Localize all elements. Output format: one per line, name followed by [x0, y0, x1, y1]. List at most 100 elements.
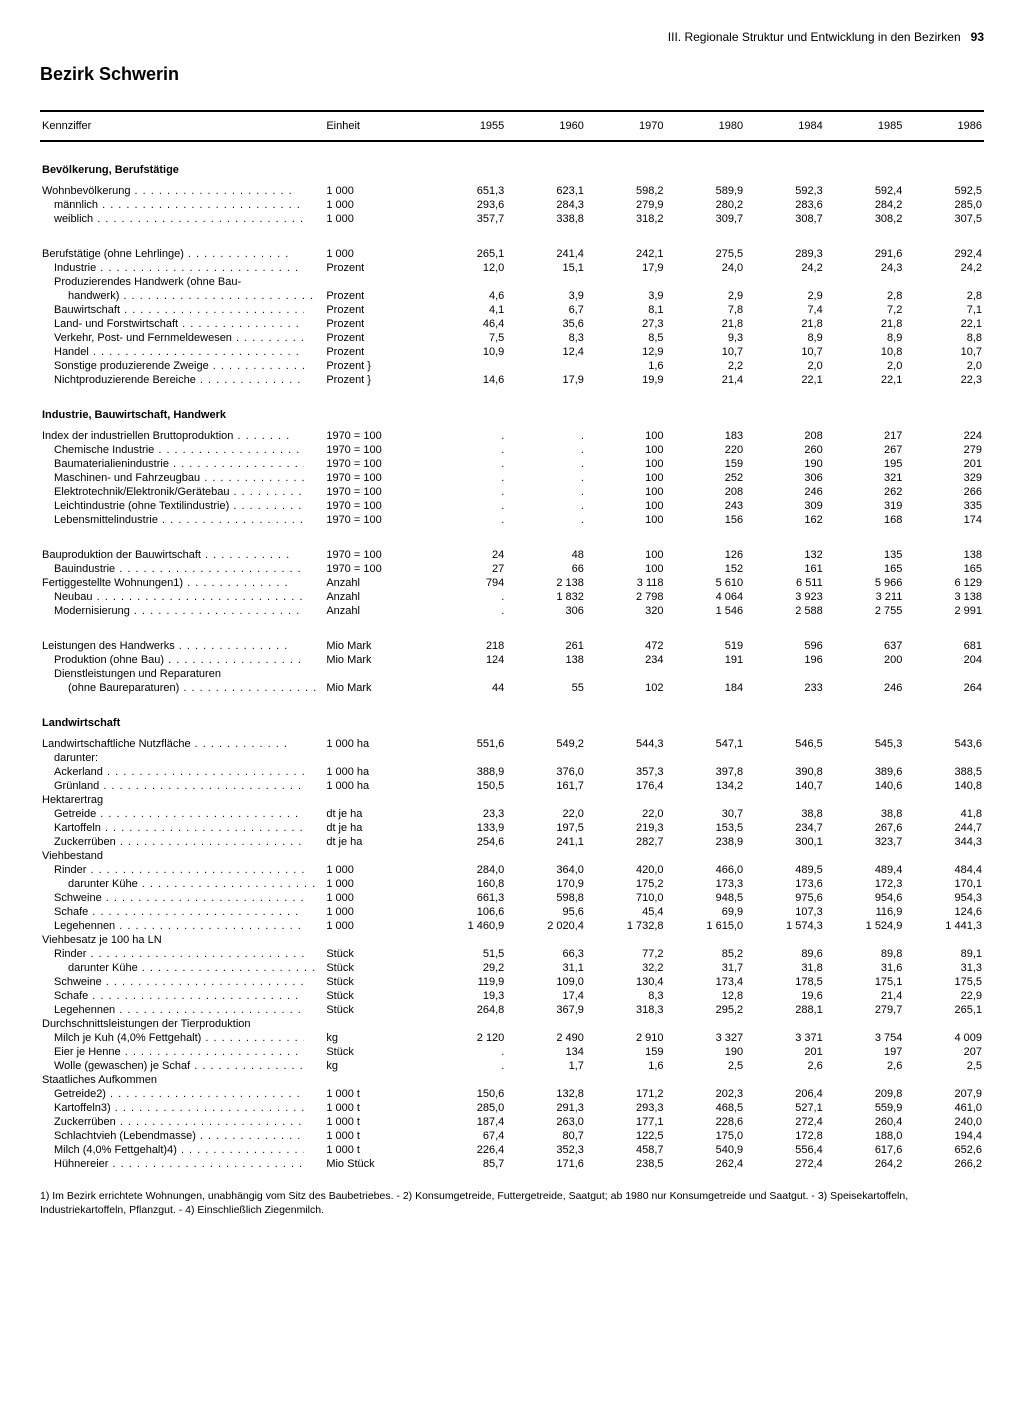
cell-value: 15,1: [506, 261, 586, 275]
cell-value: 17,9: [586, 261, 666, 275]
cell-value: 352,3: [506, 1143, 586, 1157]
row-label: Produktion (ohne Bau): [40, 653, 306, 667]
cell-value: [666, 849, 746, 863]
cell-value: 306: [745, 471, 825, 485]
row-unit: dt je ha: [324, 821, 426, 835]
cell-value: 592,4: [825, 184, 905, 198]
table-row: Dienstleistungen und Reparaturen: [40, 667, 984, 681]
row-label: Getreide: [40, 807, 306, 821]
row-unit: Mio Mark: [324, 639, 426, 653]
cell-value: 461,0: [904, 1101, 984, 1115]
row-unit: [324, 793, 426, 807]
cell-value: [427, 359, 507, 373]
table-row: darunter Kühe1 000160,8170,9175,2173,317…: [40, 877, 984, 891]
table-row: Bauindustrie1970 = 100276610015216116516…: [40, 562, 984, 576]
cell-value: 376,0: [506, 765, 586, 779]
cell-value: 66: [506, 562, 586, 576]
row-unit: Prozent }: [324, 373, 426, 387]
row-label: Maschinen- und Fahrzeugbau: [40, 471, 306, 485]
cell-value: 264: [904, 681, 984, 695]
cell-value: 173,4: [666, 975, 746, 989]
cell-value: 175,5: [904, 975, 984, 989]
table-row: Berufstätige (ohne Lehrlinge)1 000265,12…: [40, 247, 984, 261]
cell-value: 12,9: [586, 345, 666, 359]
row-unit: 1 000: [324, 877, 426, 891]
cell-value: [904, 793, 984, 807]
cell-value: 300,1: [745, 835, 825, 849]
cell-value: 27,3: [586, 317, 666, 331]
cell-value: 329: [904, 471, 984, 485]
cell-value: 519: [666, 639, 746, 653]
cell-value: 172,3: [825, 877, 905, 891]
table-row: ModernisierungAnzahl.3063201 5462 5882 7…: [40, 604, 984, 618]
cell-value: 140,7: [745, 779, 825, 793]
row-unit: [324, 275, 426, 289]
cell-value: 241,1: [506, 835, 586, 849]
cell-value: 10,7: [666, 345, 746, 359]
cell-value: [904, 1017, 984, 1031]
cell-value: 272,4: [745, 1157, 825, 1171]
table-row: Leistungen des HandwerksMio Mark21826147…: [40, 639, 984, 653]
cell-value: 3,9: [506, 289, 586, 303]
cell-value: 357,3: [586, 765, 666, 779]
cell-value: 6 129: [904, 576, 984, 590]
row-label: Rinder: [40, 947, 306, 961]
cell-value: 207,9: [904, 1087, 984, 1101]
cell-value: 307,5: [904, 212, 984, 226]
cell-value: 204: [904, 653, 984, 667]
row-label: Staatliches Aufkommen: [40, 1073, 324, 1087]
cell-value: 3 371: [745, 1031, 825, 1045]
row-unit: [324, 849, 426, 863]
cell-value: 196: [745, 653, 825, 667]
cell-value: [506, 849, 586, 863]
cell-value: [506, 359, 586, 373]
table-row: Schlachtvieh (Lebendmasse)1 000 t67,480,…: [40, 1129, 984, 1143]
row-unit: 1 000: [324, 184, 426, 198]
cell-value: 22,9: [904, 989, 984, 1003]
row-unit: Mio Stück: [324, 1157, 426, 1171]
cell-value: 306: [506, 604, 586, 618]
table-row: darunter KüheStück29,231,132,231,731,831…: [40, 961, 984, 975]
row-label: darunter Kühe: [40, 961, 320, 975]
cell-value: 197: [825, 1045, 905, 1059]
row-unit: 1 000 ha: [324, 765, 426, 779]
cell-value: 308,7: [745, 212, 825, 226]
cell-value: .: [427, 499, 507, 513]
cell-value: 174: [904, 513, 984, 527]
row-unit: 1970 = 100: [324, 429, 426, 443]
cell-value: 207: [904, 1045, 984, 1059]
cell-value: [745, 849, 825, 863]
cell-value: 2 910: [586, 1031, 666, 1045]
cell-value: 323,7: [825, 835, 905, 849]
row-unit: Mio Mark: [324, 653, 426, 667]
cell-value: 234: [586, 653, 666, 667]
cell-value: 152: [666, 562, 746, 576]
row-unit: 1 000: [324, 247, 426, 261]
cell-value: 2,6: [825, 1059, 905, 1073]
table-row: Kartoffelndt je ha133,9197,5219,3153,523…: [40, 821, 984, 835]
row-unit: [324, 1017, 426, 1031]
cell-value: 80,7: [506, 1129, 586, 1143]
cell-value: 46,4: [427, 317, 507, 331]
table-row: Milch je Kuh (4,0% Fettgehalt)kg2 1202 4…: [40, 1031, 984, 1045]
cell-value: [745, 793, 825, 807]
cell-value: 22,0: [506, 807, 586, 821]
cell-value: 134: [506, 1045, 586, 1059]
table-row: Bauproduktion der Bauwirtschaft1970 = 10…: [40, 548, 984, 562]
cell-value: 3 754: [825, 1031, 905, 1045]
cell-value: 4,1: [427, 303, 507, 317]
cell-value: 233: [745, 681, 825, 695]
cell-value: 284,0: [427, 863, 507, 877]
col-year: 1985: [825, 111, 905, 141]
row-unit: 1970 = 100: [324, 443, 426, 457]
table-row: Chemische Industrie1970 = 100..100220260…: [40, 443, 984, 457]
section-title: Industrie, Bauwirtschaft, Handwerk: [40, 387, 984, 429]
cell-value: .: [427, 1045, 507, 1059]
cell-value: 175,2: [586, 877, 666, 891]
row-label: Elektrotechnik/Elektronik/Gerätebau: [40, 485, 306, 499]
cell-value: 5 966: [825, 576, 905, 590]
page-title: Bezirk Schwerin: [40, 64, 984, 85]
row-unit: [324, 751, 426, 765]
row-unit: 1 000 t: [324, 1101, 426, 1115]
cell-value: 27: [427, 562, 507, 576]
